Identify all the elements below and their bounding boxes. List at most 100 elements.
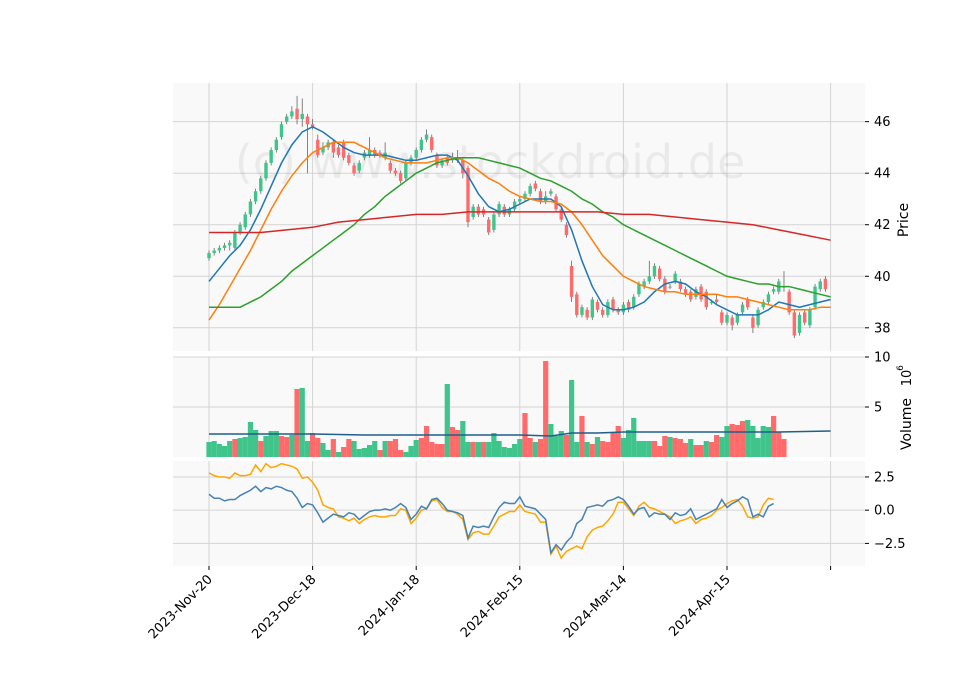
candle-body bbox=[253, 191, 258, 202]
candle-body bbox=[564, 224, 569, 236]
volume-bar bbox=[729, 424, 735, 457]
volume-bar bbox=[776, 432, 782, 457]
volume-axis-label: Volume bbox=[899, 398, 915, 450]
volume-bar bbox=[455, 430, 461, 457]
volume-unit-exponent: 6 bbox=[896, 365, 906, 371]
candle-body bbox=[228, 242, 232, 246]
volume-bar bbox=[310, 433, 316, 457]
candle-body bbox=[440, 160, 444, 166]
candle-body bbox=[295, 108, 299, 120]
volume-bar bbox=[315, 438, 321, 457]
volume-bar bbox=[294, 389, 300, 457]
candle-body bbox=[730, 317, 734, 326]
volume-tick-label: 10 bbox=[874, 351, 891, 366]
candle-body bbox=[725, 314, 729, 323]
x-tick-label: 2023-Nov-20 bbox=[146, 572, 216, 642]
volume-bar bbox=[470, 442, 476, 457]
candle-body bbox=[393, 170, 398, 174]
candle-body bbox=[585, 309, 589, 318]
volume-bar bbox=[268, 431, 274, 457]
volume-bar bbox=[579, 416, 585, 457]
candle-body bbox=[378, 152, 382, 156]
volume-bar bbox=[677, 439, 683, 457]
candle-body bbox=[352, 165, 356, 174]
candle-body bbox=[357, 162, 361, 171]
candle-body bbox=[575, 294, 579, 315]
volume-bar bbox=[688, 439, 694, 457]
candle-body bbox=[419, 139, 424, 150]
candle-body bbox=[761, 302, 765, 308]
candle-body bbox=[424, 134, 429, 140]
volume-bar bbox=[258, 441, 264, 457]
volume-bar bbox=[708, 442, 715, 457]
volume-bar bbox=[760, 426, 766, 457]
volume-bar bbox=[548, 424, 554, 457]
volume-bar bbox=[346, 439, 352, 457]
volume-bar bbox=[284, 437, 290, 457]
volume-bar bbox=[574, 442, 580, 457]
volume-bar bbox=[227, 441, 233, 457]
volume-bar bbox=[341, 447, 347, 457]
volume-bar bbox=[605, 442, 611, 457]
candle-body bbox=[683, 289, 688, 295]
volume-bar bbox=[667, 437, 673, 457]
volume-bar bbox=[273, 431, 279, 457]
candle-body bbox=[238, 224, 242, 233]
x-tick-label: 2024-Jan-18 bbox=[356, 572, 423, 639]
volume-bar bbox=[330, 439, 336, 457]
volume-bar bbox=[719, 437, 725, 457]
x-tick-label: 2024-Mar-14 bbox=[561, 572, 630, 641]
volume-bar bbox=[527, 438, 533, 457]
candle-body bbox=[797, 314, 802, 333]
candle-body bbox=[569, 265, 574, 297]
volume-bar bbox=[444, 384, 450, 457]
candle-body bbox=[487, 219, 491, 233]
candle-body bbox=[285, 116, 289, 122]
candle-body bbox=[476, 206, 481, 215]
volume-bar bbox=[460, 421, 466, 457]
volume-bar bbox=[439, 444, 445, 457]
candle-body bbox=[611, 299, 615, 310]
volume-bar bbox=[698, 445, 704, 457]
candle-body bbox=[305, 116, 310, 125]
volume-bar bbox=[724, 426, 730, 457]
volume-bar bbox=[480, 442, 487, 457]
x-tick-label: 2024-Feb-15 bbox=[458, 572, 527, 641]
volume-bar bbox=[781, 439, 787, 457]
volume-bar bbox=[491, 433, 497, 457]
volume-bar bbox=[553, 436, 559, 457]
x-tick-label: 2024-Apr-15 bbox=[666, 572, 733, 639]
volume-bar bbox=[714, 435, 720, 457]
candle-body bbox=[756, 309, 760, 326]
volume-bar bbox=[693, 445, 699, 457]
oscillator-tick-label: −2.5 bbox=[874, 537, 906, 552]
candle-body bbox=[269, 150, 273, 163]
volume-bar bbox=[304, 441, 311, 457]
candle-body bbox=[595, 302, 600, 310]
candle-body bbox=[430, 137, 434, 150]
candle-body bbox=[616, 309, 620, 313]
candle-body bbox=[497, 204, 501, 215]
volume-bar bbox=[620, 438, 626, 457]
candle-body bbox=[808, 309, 812, 326]
volume-bar bbox=[537, 439, 544, 457]
volume-bar bbox=[750, 426, 756, 457]
volume-bar bbox=[392, 439, 399, 457]
volume-tick-label: 5 bbox=[874, 401, 882, 416]
volume-bar bbox=[449, 427, 456, 457]
candle-body bbox=[331, 142, 336, 153]
volume-bar bbox=[289, 435, 295, 457]
candle-body bbox=[720, 312, 724, 323]
moving-average-line bbox=[208, 141, 831, 321]
candle-body bbox=[792, 312, 797, 336]
volume-bar bbox=[247, 422, 254, 457]
candle-body bbox=[310, 124, 315, 127]
candle-body bbox=[207, 253, 211, 259]
candle-body bbox=[248, 201, 253, 215]
candle-body bbox=[466, 168, 470, 223]
volume-bar bbox=[434, 444, 440, 457]
candle-body bbox=[518, 198, 522, 202]
volume-bar bbox=[237, 438, 243, 457]
volume-bar bbox=[211, 441, 217, 457]
